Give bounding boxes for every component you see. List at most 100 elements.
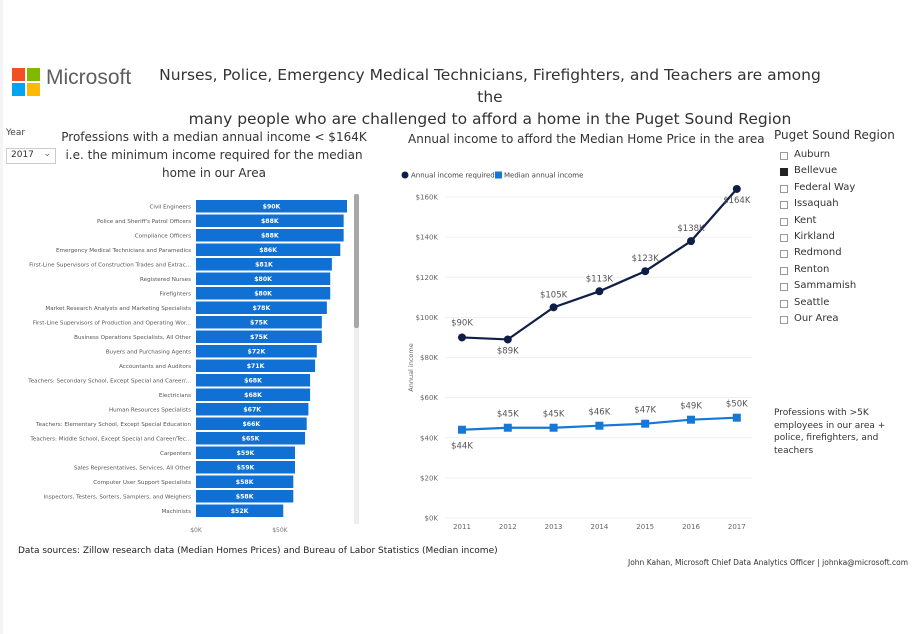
region-slicer-title: Puget Sound Region bbox=[774, 128, 895, 142]
y-axis-tick-label: $120K bbox=[416, 274, 439, 282]
bar-value-label: $88K bbox=[261, 232, 279, 239]
x-axis-tick-label: 2012 bbox=[499, 523, 517, 531]
checkbox-checked-icon[interactable] bbox=[780, 168, 788, 177]
bar-chart-title-line1: Professions with a median annual income … bbox=[61, 130, 367, 144]
bar-value-label: $80K bbox=[254, 276, 272, 283]
bar-category-label: Buyers and Purchasing Agents bbox=[106, 349, 191, 355]
brand-name: Microsoft bbox=[46, 66, 132, 89]
series-point-median bbox=[732, 413, 741, 422]
bar bbox=[196, 504, 284, 517]
data-label-median: $50K bbox=[726, 400, 748, 410]
bar-value-label: $86K bbox=[259, 247, 277, 254]
checkbox-icon[interactable] bbox=[780, 250, 788, 259]
slicer-item-label: Sammamish bbox=[794, 280, 857, 292]
checkbox-icon[interactable] bbox=[780, 299, 788, 308]
year-dropdown[interactable]: 2017 ⌄ bbox=[6, 148, 56, 164]
checkbox-icon[interactable] bbox=[780, 315, 788, 324]
data-label-required: $89K bbox=[497, 346, 519, 356]
bar-value-label: $75K bbox=[250, 334, 268, 341]
y-axis-tick-label: $20K bbox=[420, 474, 438, 482]
bar bbox=[196, 345, 317, 358]
microsoft-logo-icon bbox=[12, 68, 40, 96]
bar bbox=[196, 258, 332, 271]
y-axis-tick-label: $140K bbox=[416, 234, 439, 242]
bar bbox=[196, 403, 309, 416]
bar-category-label: Teachers: Elementary School, Except Spec… bbox=[35, 422, 191, 428]
bar-chart-scrollbar-track[interactable] bbox=[354, 194, 359, 524]
x-axis-tick-label: $50K bbox=[272, 527, 288, 534]
data-label-required: $123K bbox=[632, 254, 660, 264]
series-point-required bbox=[549, 303, 558, 312]
bar-value-label: $78K bbox=[253, 305, 271, 312]
slicer-item-label: Redmond bbox=[794, 247, 842, 259]
bar-value-label: $59K bbox=[237, 464, 255, 471]
bar bbox=[196, 214, 344, 227]
bar-chart-title: Professions with a median annual income … bbox=[58, 128, 370, 182]
checkbox-icon[interactable] bbox=[780, 201, 788, 210]
line-chart-title: Annual income to afford the Median Home … bbox=[408, 132, 765, 146]
bar-category-label: Firefighters bbox=[160, 291, 192, 297]
bar-value-label: $67K bbox=[243, 406, 261, 413]
bar-category-label: Electricians bbox=[159, 393, 191, 399]
bar-value-label: $65K bbox=[242, 435, 260, 442]
bar-value-label: $66K bbox=[243, 421, 261, 428]
bar-value-label: $81K bbox=[255, 261, 273, 268]
data-label-median: $45K bbox=[543, 410, 565, 420]
y-axis-tick-label: $80K bbox=[420, 354, 438, 362]
slicer-item-label: Renton bbox=[794, 263, 830, 275]
slicer-item-label: Federal Way bbox=[794, 181, 856, 193]
bar bbox=[196, 272, 331, 285]
series-point-median bbox=[503, 423, 512, 432]
page-title-line2: many people who are challenged to afford… bbox=[188, 110, 792, 128]
bar-value-label: $68K bbox=[244, 377, 262, 384]
bar-value-label: $52K bbox=[231, 508, 249, 515]
bar bbox=[196, 229, 344, 242]
income-line-chart: Annual income required Median annual inco… bbox=[401, 171, 752, 531]
bar-value-label: $72K bbox=[248, 348, 266, 355]
bar bbox=[196, 374, 311, 387]
bar-category-label: Teachers: Middle School, Except Special … bbox=[29, 436, 191, 442]
data-label-median: $47K bbox=[634, 406, 656, 416]
bar-category-label: Human Resources Specialists bbox=[109, 407, 191, 413]
slicer-item-label: Bellevue bbox=[794, 165, 838, 177]
checkbox-icon[interactable] bbox=[780, 266, 788, 275]
bar-value-label: $59K bbox=[237, 450, 255, 457]
checkbox-icon[interactable] bbox=[780, 233, 788, 242]
bar-category-label: Market Research Analysts and Marketing S… bbox=[45, 306, 191, 312]
bar-category-label: First-Line Supervisors of Construction T… bbox=[29, 262, 191, 268]
professions-bar-chart: Civil Engineers $90K Police and Sheriff's … bbox=[27, 200, 347, 534]
data-label-required: $113K bbox=[586, 274, 614, 284]
bar bbox=[196, 446, 295, 459]
x-axis-tick-label: 2014 bbox=[590, 523, 608, 531]
y-axis-label: Annual income bbox=[407, 343, 415, 391]
series-point-median bbox=[549, 423, 558, 432]
bar-value-label: $80K bbox=[254, 290, 272, 297]
slicer-item-label: Auburn bbox=[794, 149, 831, 160]
bar bbox=[196, 243, 341, 256]
series-point-median bbox=[687, 415, 695, 424]
bar-category-label: Carpenters bbox=[160, 451, 191, 457]
bar-chart-title-line2: i.e. the minimum income required for the… bbox=[65, 148, 363, 162]
bar-category-label: Accountants and Auditors bbox=[119, 364, 191, 370]
bar-category-label: Business Operations Specialists, All Oth… bbox=[74, 335, 192, 341]
bar-chart-scrollbar-thumb[interactable] bbox=[354, 194, 359, 328]
checkbox-icon[interactable] bbox=[780, 217, 788, 226]
checkbox-icon[interactable] bbox=[780, 184, 788, 193]
checkbox-icon[interactable] bbox=[780, 283, 788, 292]
checkbox-icon[interactable] bbox=[780, 152, 788, 160]
bar bbox=[196, 287, 331, 300]
legend-label-median: Median annual income bbox=[504, 172, 583, 180]
x-axis-tick-label: 2015 bbox=[636, 523, 654, 531]
bar bbox=[196, 330, 322, 343]
data-label-median: $46K bbox=[588, 408, 610, 418]
slicer-item-label: Seattle bbox=[794, 296, 830, 308]
series-point-required bbox=[458, 333, 466, 342]
data-label-required: $164K bbox=[723, 196, 751, 206]
series-point-required bbox=[641, 267, 650, 276]
legend-label-required: Annual income required bbox=[411, 172, 495, 180]
series-point-required bbox=[503, 335, 512, 344]
data-label-required: $138K bbox=[677, 224, 705, 234]
series-point-required bbox=[687, 237, 695, 246]
bar-value-label: $88K bbox=[261, 218, 279, 225]
